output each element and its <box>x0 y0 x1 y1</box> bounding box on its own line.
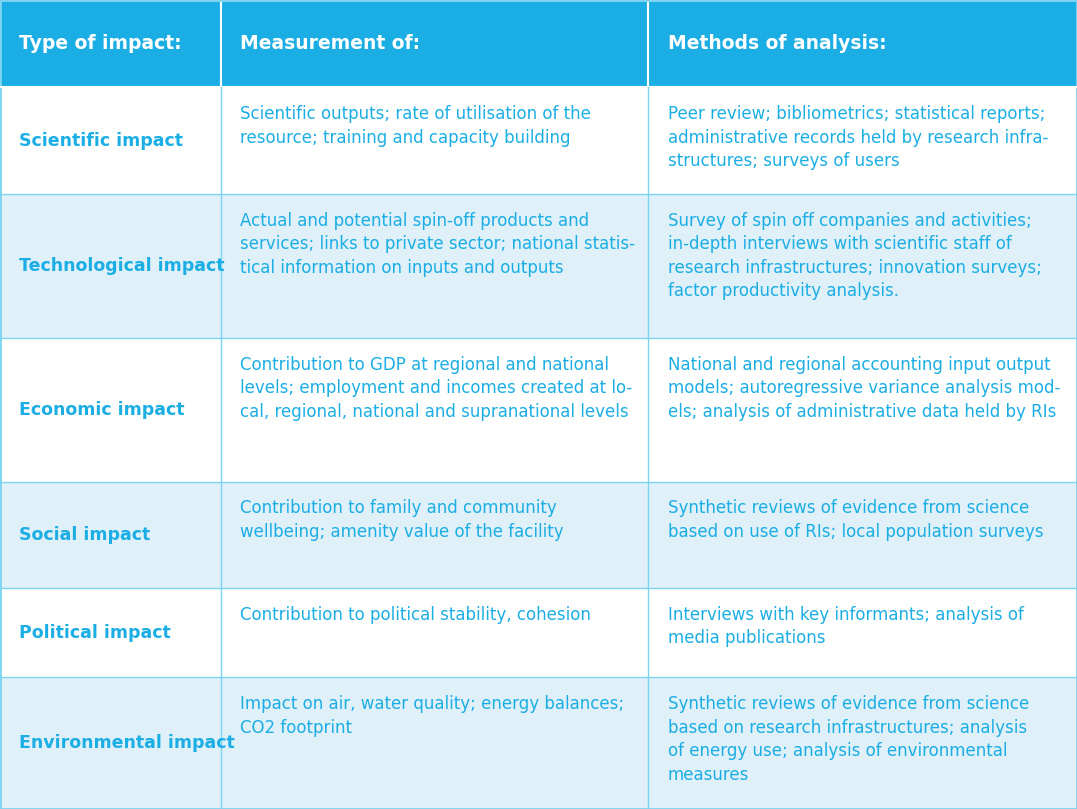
Bar <box>0 588 1077 677</box>
Bar <box>0 87 1077 194</box>
Text: Environmental impact: Environmental impact <box>19 734 235 752</box>
Bar <box>0 194 1077 337</box>
Text: Contribution to political stability, cohesion: Contribution to political stability, coh… <box>240 606 591 624</box>
Text: Scientific impact: Scientific impact <box>19 132 183 150</box>
Text: Scientific outputs; rate of utilisation of the
resource; training and capacity b: Scientific outputs; rate of utilisation … <box>240 105 591 146</box>
Text: National and regional accounting input output
models; autoregressive variance an: National and regional accounting input o… <box>668 355 1060 421</box>
Bar <box>0 677 1077 809</box>
Text: Impact on air, water quality; energy balances;
CO2 footprint: Impact on air, water quality; energy bal… <box>240 695 625 737</box>
Text: Interviews with key informants; analysis of
media publications: Interviews with key informants; analysis… <box>668 606 1023 647</box>
Text: Type of impact:: Type of impact: <box>19 34 182 53</box>
Text: Contribution to family and community
wellbeing; amenity value of the facility: Contribution to family and community wel… <box>240 499 563 541</box>
Text: Technological impact: Technological impact <box>19 256 225 275</box>
Text: Contribution to GDP at regional and national
levels; employment and incomes crea: Contribution to GDP at regional and nati… <box>240 355 632 421</box>
Text: Synthetic reviews of evidence from science
based on use of RIs; local population: Synthetic reviews of evidence from scien… <box>668 499 1044 541</box>
Text: Actual and potential spin-off products and
services; links to private sector; na: Actual and potential spin-off products a… <box>240 212 635 277</box>
Bar <box>0 337 1077 481</box>
Text: Economic impact: Economic impact <box>19 400 185 419</box>
Text: Peer review; bibliometrics; statistical reports;
administrative records held by : Peer review; bibliometrics; statistical … <box>668 105 1048 171</box>
Text: Measurement of:: Measurement of: <box>240 34 420 53</box>
Bar <box>0 0 1077 87</box>
Text: Social impact: Social impact <box>19 526 151 544</box>
Text: Methods of analysis:: Methods of analysis: <box>668 34 886 53</box>
Text: Political impact: Political impact <box>19 624 171 642</box>
Bar <box>0 481 1077 588</box>
Text: Survey of spin off companies and activities;
in-depth interviews with scientific: Survey of spin off companies and activit… <box>668 212 1041 300</box>
Text: Synthetic reviews of evidence from science
based on research infrastructures; an: Synthetic reviews of evidence from scien… <box>668 695 1029 784</box>
